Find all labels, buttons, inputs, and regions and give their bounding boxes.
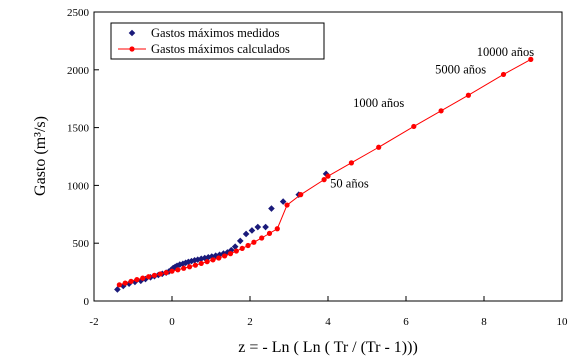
data-point	[298, 192, 304, 198]
data-point	[146, 274, 152, 280]
series-calculated	[116, 56, 534, 288]
data-point	[114, 286, 121, 293]
data-point	[233, 248, 239, 254]
data-point	[259, 235, 265, 241]
data-point	[227, 251, 234, 257]
x-tick-label: 6	[403, 316, 409, 328]
data-point	[176, 261, 184, 268]
legend-circle-icon	[129, 46, 135, 52]
plot-area	[93, 11, 563, 302]
data-point	[194, 256, 202, 263]
y-axis: 0 500 1000 1500 2000 2500	[67, 7, 99, 308]
data-point	[169, 268, 175, 274]
y-tick-label: 0	[84, 296, 90, 308]
data-point	[262, 223, 269, 231]
data-point	[325, 173, 331, 179]
data-point	[248, 227, 256, 234]
legend-marker-measured	[128, 29, 136, 37]
data-point	[279, 198, 287, 205]
x-tick-label: 10	[557, 316, 569, 328]
data-point	[251, 239, 257, 245]
data-point	[500, 71, 507, 78]
y-tick-label: 1000	[67, 180, 90, 192]
data-point	[122, 280, 128, 286]
data-point	[134, 277, 140, 283]
data-point	[465, 92, 471, 98]
data-point	[175, 267, 181, 273]
annotations: 10000 años 5000 años 1000 años 50 años	[330, 45, 534, 191]
data-point	[137, 277, 145, 285]
data-point	[212, 252, 219, 259]
x-tick-label: 8	[481, 316, 487, 328]
annotation-label: 5000 años	[435, 62, 486, 76]
data-point	[438, 108, 444, 114]
data-point	[128, 278, 134, 284]
data-point	[284, 202, 290, 208]
legend: Gastos máximos medidos Gastos máximos ca…	[110, 22, 325, 60]
data-point	[131, 278, 139, 286]
y-tick-label: 2500	[67, 7, 90, 19]
annotation-label: 1000 años	[353, 96, 404, 110]
x-tick-label: -2	[89, 316, 98, 328]
legend-label-calculated: Gastos máximos calculados	[151, 42, 290, 56]
annotation-label: 10000 años	[477, 45, 534, 59]
data-point	[163, 269, 169, 276]
y-axis-label: Gasto (m³/s)	[32, 116, 49, 196]
data-point	[204, 259, 210, 265]
data-point	[191, 257, 198, 264]
data-point	[216, 255, 222, 261]
data-point	[222, 253, 228, 259]
annotation-label: 50 años	[330, 177, 369, 191]
data-point	[216, 251, 223, 259]
data-point	[204, 254, 212, 261]
data-point	[140, 275, 146, 281]
data-point	[151, 272, 158, 278]
data-point	[254, 223, 262, 231]
x-tick-label: 2	[247, 316, 253, 328]
series-layer	[114, 56, 534, 293]
x-tick-label: 0	[169, 316, 175, 328]
data-point	[242, 230, 250, 238]
data-point	[245, 242, 251, 249]
data-point	[157, 271, 163, 277]
x-tick-label: 4	[325, 316, 331, 328]
data-point	[125, 280, 133, 287]
y-tick-label: 2000	[67, 65, 90, 77]
data-point	[142, 275, 149, 283]
data-point	[239, 245, 245, 252]
data-point	[192, 262, 198, 268]
data-point	[266, 230, 273, 236]
data-point	[274, 226, 280, 232]
x-axis: -2 0 2 4 6 8 10	[89, 296, 568, 328]
data-point	[188, 257, 195, 265]
y-tick-label: 1500	[67, 123, 90, 135]
legend-marker-calculated	[118, 46, 146, 52]
legend-label-measured: Gastos máximos medidos	[151, 26, 280, 40]
legend-box	[110, 22, 325, 60]
data-point	[231, 243, 239, 250]
data-point	[181, 265, 187, 271]
data-point	[236, 237, 244, 245]
data-point	[321, 177, 327, 183]
y-tick-label: 500	[73, 238, 90, 250]
data-point	[322, 170, 330, 178]
data-point	[411, 123, 417, 130]
data-point	[210, 257, 216, 263]
data-point	[268, 205, 275, 212]
data-point	[186, 264, 193, 270]
data-point	[376, 144, 382, 150]
data-point	[198, 260, 204, 267]
data-point	[348, 160, 354, 166]
data-point	[182, 259, 189, 267]
data-point	[528, 56, 534, 62]
data-point	[179, 260, 187, 268]
legend-diamond-icon	[128, 29, 136, 37]
x-axis-label: z = - Ln ( Ln ( Tr / (Tr - 1)))	[238, 339, 418, 356]
data-point	[116, 282, 122, 288]
